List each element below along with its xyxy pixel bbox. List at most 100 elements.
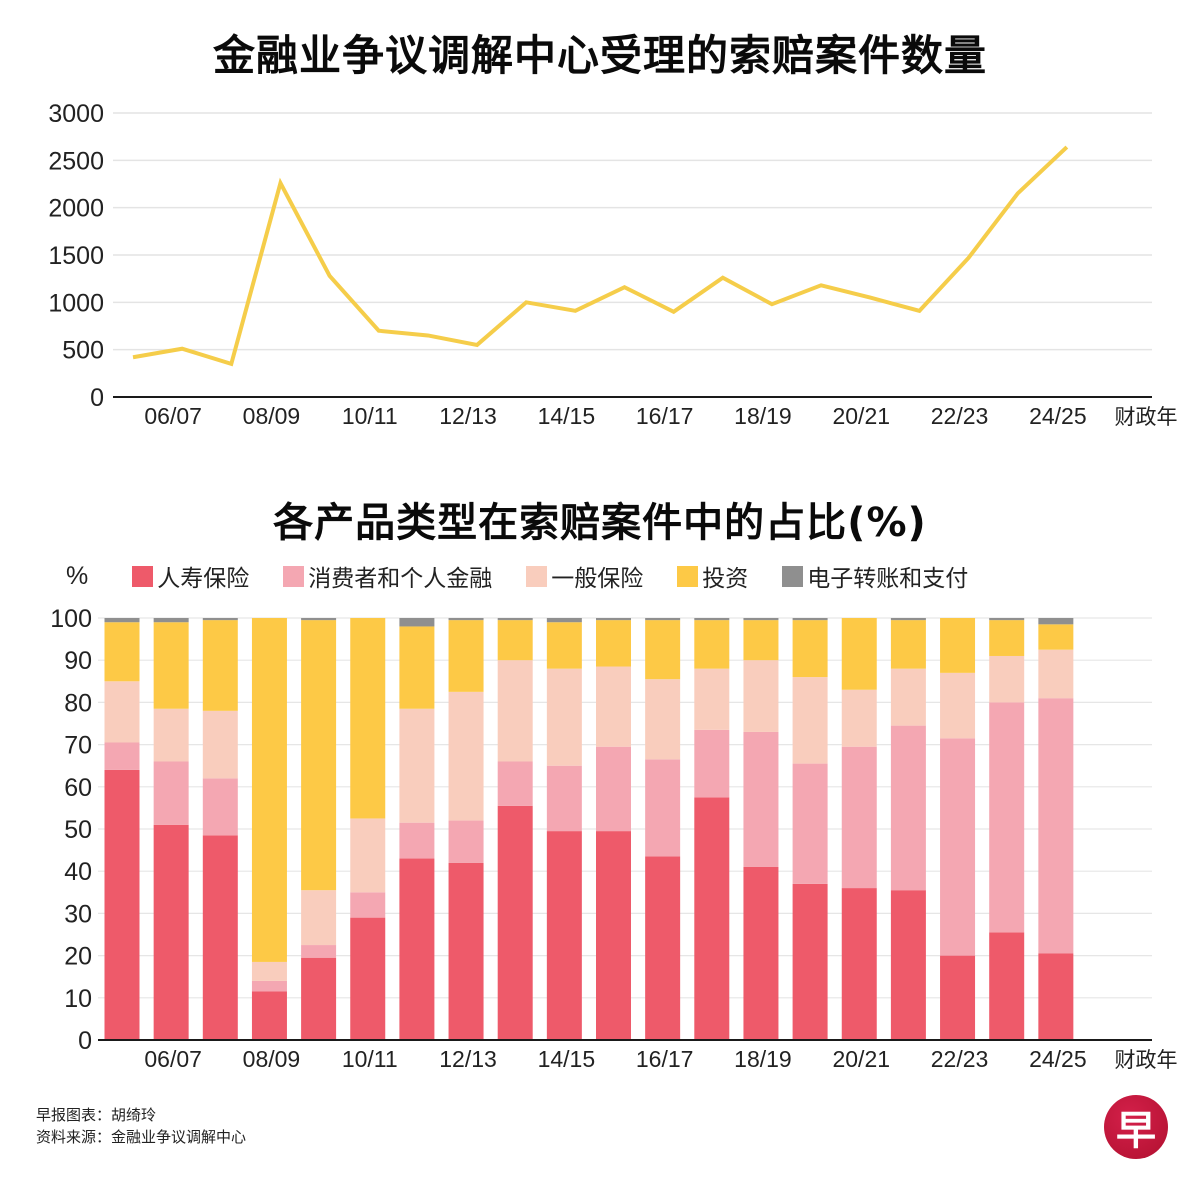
bar-stack — [448, 618, 484, 1040]
bar-segment — [497, 620, 533, 661]
bar-stack — [940, 618, 976, 1040]
bar-segment — [743, 618, 779, 621]
bar-segment — [153, 622, 189, 709]
bar-chart-legend: % 人寿保险 消费者和个人金融 一般保险 投资 电子转账和支付 — [66, 559, 1002, 593]
bar-stack — [104, 618, 140, 1040]
x-tick-label: 16/17 — [636, 1046, 694, 1072]
bar-segment — [743, 731, 779, 867]
legend-swatch — [782, 565, 804, 587]
bar-segment — [792, 618, 828, 621]
y-tick-label: 1500 — [48, 242, 104, 270]
x-axis-unit: 财政年 — [1115, 405, 1178, 429]
bar-segment — [301, 890, 337, 946]
y-tick-label: 30 — [64, 900, 92, 928]
x-tick-label: 08/09 — [243, 1046, 301, 1072]
bar-segment — [940, 955, 976, 1040]
x-tick-label: 16/17 — [636, 403, 694, 429]
y-tick-label: 2500 — [48, 147, 104, 175]
bar-stack — [1038, 618, 1074, 1040]
legend-unit-label: % — [66, 561, 89, 590]
bar-segment — [890, 725, 926, 891]
bar-segment — [1038, 618, 1074, 625]
bar-segment — [399, 708, 435, 823]
bar-segment — [448, 618, 484, 621]
bar-segment — [694, 729, 730, 798]
bar-stack — [251, 618, 287, 1040]
legend-swatch — [283, 565, 305, 587]
bar-chart-title: 各产品类型在索赔案件中的占比(%) — [273, 500, 927, 546]
x-tick-label: 12/13 — [439, 403, 497, 429]
bar-segment — [792, 883, 828, 1040]
bar-segment — [251, 961, 287, 981]
bar-stack — [399, 618, 435, 1040]
bar-segment — [841, 746, 877, 889]
logo-char: 早 — [1116, 1107, 1156, 1154]
bar-segment — [1038, 624, 1074, 650]
bar-segment — [743, 620, 779, 661]
bar-segment — [890, 890, 926, 1040]
y-tick-label: 100 — [50, 605, 92, 633]
bar-segment — [841, 888, 877, 1040]
y-tick-label: 20 — [64, 943, 92, 971]
bar-segment — [645, 856, 681, 1040]
bar-segment — [989, 618, 1025, 621]
bar-segment — [251, 618, 287, 962]
bar-segment — [251, 991, 287, 1040]
bar-stack — [153, 618, 189, 1040]
bar-segment — [546, 622, 582, 669]
bar-segment — [546, 668, 582, 766]
legend-item-consumer-finance: 消费者和个人金融 — [283, 559, 492, 593]
bar-segment — [743, 866, 779, 1040]
bar-segment — [645, 618, 681, 621]
credit-graphic: 早报图表：胡绮玲 — [36, 1106, 157, 1124]
x-tick-label: 24/25 — [1029, 1046, 1087, 1072]
y-tick-label: 0 — [78, 1027, 92, 1055]
bar-segment — [546, 618, 582, 623]
bar-segment — [645, 620, 681, 680]
series-line — [132, 145, 1069, 367]
bar-segment — [153, 761, 189, 825]
bar-segment — [546, 765, 582, 832]
bar-segment — [399, 822, 435, 859]
x-tick-label: 12/13 — [439, 1046, 497, 1072]
bar-stack — [841, 618, 877, 1040]
bar-segment — [645, 759, 681, 857]
bar-segment — [792, 677, 828, 764]
x-tick-label: 06/07 — [144, 1046, 202, 1072]
bar-segment — [448, 620, 484, 692]
x-tick-label: 18/19 — [734, 1046, 792, 1072]
bar-segment — [989, 932, 1025, 1040]
bar-segment — [104, 622, 140, 682]
bar-segment — [989, 620, 1025, 656]
x-tick-label: 06/07 — [144, 403, 202, 429]
y-tick-label: 1000 — [48, 289, 104, 317]
bar-segment — [841, 689, 877, 747]
bar-segment — [104, 769, 140, 1040]
bar-segment — [153, 824, 189, 1040]
bar-segment — [399, 626, 435, 709]
bar-segment — [645, 679, 681, 760]
bar-segment — [1038, 698, 1074, 954]
bar-stack — [497, 618, 533, 1040]
bar-segment — [202, 618, 238, 621]
bar-stack — [694, 618, 730, 1040]
line-chart-title: 金融业争议调解中心受理的索赔案件数量 — [212, 31, 987, 80]
bar-stack — [596, 618, 631, 1040]
x-axis-unit: 财政年 — [1115, 1048, 1178, 1072]
bar-segment — [497, 805, 533, 1040]
y-tick-label: 50 — [64, 816, 92, 844]
bar-segment — [350, 618, 386, 819]
x-tick-label: 14/15 — [538, 1046, 596, 1072]
bar-segment — [399, 618, 435, 627]
bar-segment — [202, 620, 238, 711]
bar-stack — [301, 618, 337, 1040]
bar-segment — [890, 668, 926, 726]
legend-swatch — [132, 565, 154, 587]
legend-swatch — [677, 565, 699, 587]
y-tick-label: 500 — [62, 337, 104, 365]
x-tick-label: 10/11 — [342, 1046, 398, 1072]
bar-segment — [596, 620, 631, 667]
x-tick-label: 14/15 — [538, 403, 596, 429]
bar-segment — [890, 620, 926, 669]
y-tick-label: 80 — [64, 689, 92, 717]
